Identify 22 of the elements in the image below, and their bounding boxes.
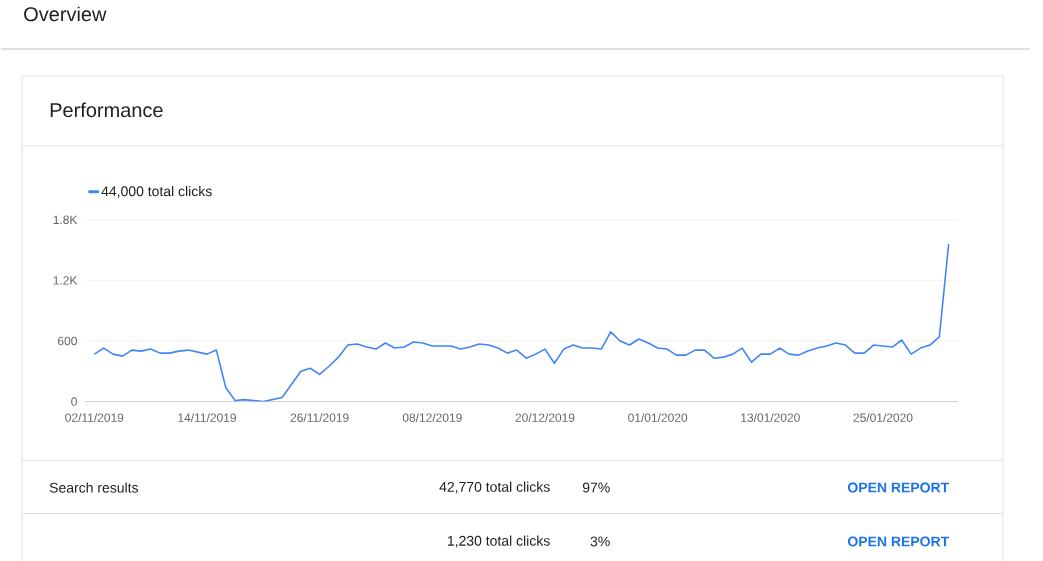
x-tick-label: 13/01/2020 [741,412,800,422]
x-tick-label: 26/11/2019 [290,412,349,422]
text: 1,230 total clicks [447,535,550,548]
x-tick-label: 20/12/2019 [515,412,575,422]
text: 42,770 total clicks [439,481,550,494]
chart-title: Overview [24,6,107,22]
x-tick-label: 01/01/2020 [628,412,688,422]
text: OPEN REPORT [847,536,950,547]
text: 3% [590,536,610,547]
y-tick-label: 0 [71,397,77,406]
chart-subtitle: Performance [50,102,163,117]
text: Search results [49,482,139,493]
y-tick-label: 1.8K [53,215,78,224]
y-tick-label: 600 [58,336,77,346]
legend-label: 44,000 total clicks [101,185,212,198]
text: OPEN REPORT [847,482,950,493]
y-tick-label: 1.2K [53,275,78,285]
x-tick-label: 08/12/2019 [402,412,462,422]
x-tick-label: 02/11/2019 [65,412,124,422]
text: 97% [582,482,610,493]
x-tick-label: 25/01/2020 [853,412,913,422]
x-tick-label: 14/11/2019 [178,412,236,422]
